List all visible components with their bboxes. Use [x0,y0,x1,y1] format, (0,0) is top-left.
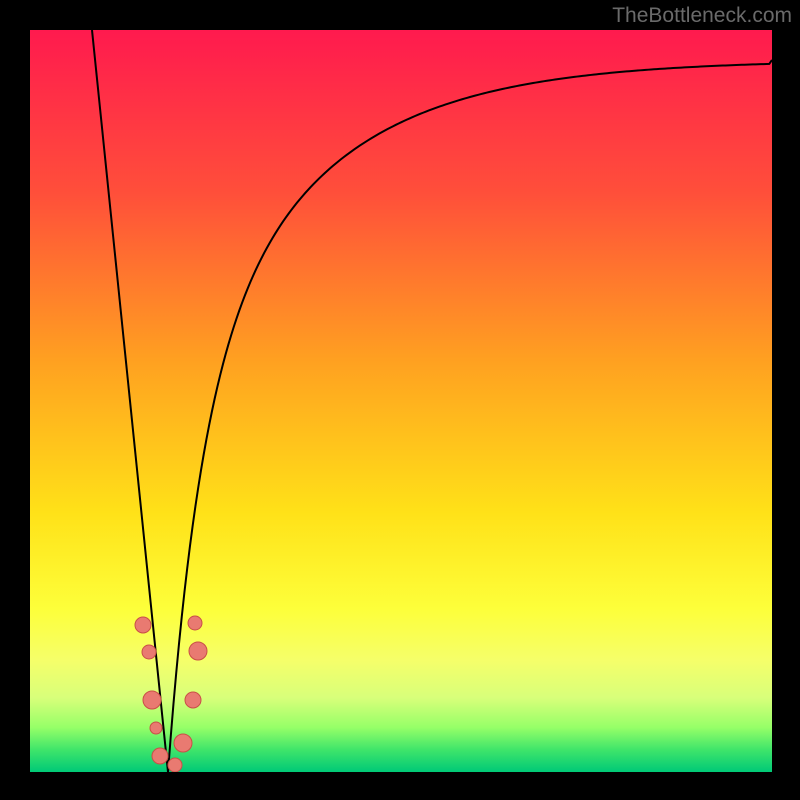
data-point [143,691,161,709]
data-point [135,617,151,633]
data-point [174,734,192,752]
data-point [142,645,156,659]
data-point [188,616,202,630]
chart-root: TheBottleneck.com [0,0,800,800]
data-point [150,722,162,734]
gradient-panel [30,30,772,772]
data-point [168,758,182,772]
data-point [189,642,207,660]
data-point [185,692,201,708]
data-point [152,748,168,764]
chart-svg [0,0,800,800]
